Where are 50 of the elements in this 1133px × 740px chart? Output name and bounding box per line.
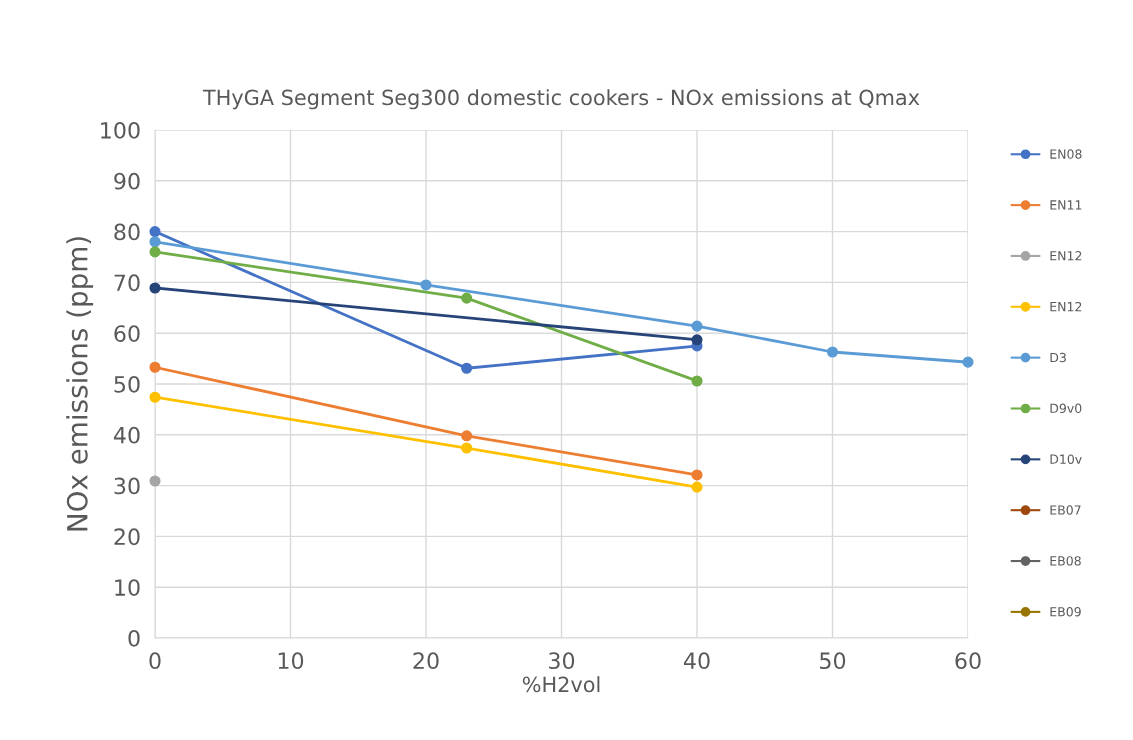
legend-label: D9v0: [1050, 403, 1082, 414]
legend-label: D10v: [1050, 454, 1082, 464]
x-tick-label: 20: [413, 652, 439, 670]
y-axis-title: NOx emissions (ppm): [66, 237, 94, 531]
y-tick-label: 0: [128, 629, 140, 647]
y-tick-label: 40: [113, 426, 140, 444]
point: [691, 375, 703, 387]
point: [461, 442, 473, 454]
y-tick-label: 10: [115, 579, 140, 596]
y-tick-label: 60: [114, 325, 140, 342]
y-tick-label: 70: [114, 274, 140, 292]
legend-label: D3: [1050, 352, 1066, 363]
y-tick-label: 30: [114, 477, 140, 495]
chart-title: THyGA Segment Seg300 domestic cookers - NOx emissions at Qmax: [202, 89, 920, 110]
point: [149, 282, 161, 294]
point: [461, 292, 473, 304]
point: [149, 226, 161, 238]
point: [461, 362, 473, 374]
point: [420, 279, 432, 291]
legend-label: EN12: [1050, 301, 1082, 312]
point: [149, 246, 161, 258]
y-tick-label: 90: [114, 172, 140, 190]
x-tick-label: 40: [683, 652, 710, 670]
x-tick-label: 30: [549, 652, 575, 670]
y-tick-label: 80: [114, 223, 140, 241]
x-axis-title: %H2vol: [522, 676, 600, 693]
point: [826, 346, 839, 358]
point: [149, 236, 161, 248]
x-tick-label: 50: [820, 652, 846, 670]
legend-label: EN12: [1050, 251, 1082, 261]
legend-label: EB08: [1050, 556, 1081, 566]
legend-label: EB07: [1050, 505, 1081, 515]
y-tick-label: 50: [114, 375, 140, 393]
x-tick-label: 10: [278, 652, 304, 670]
y-tick-label: 20: [114, 528, 140, 546]
legend-label: EN11: [1050, 200, 1082, 210]
point: [691, 481, 703, 493]
x-tick-label: 60: [955, 652, 981, 670]
point: [691, 320, 703, 332]
point: [149, 361, 161, 373]
point: [691, 334, 703, 346]
point: [962, 356, 974, 368]
point: [461, 430, 473, 442]
point: [149, 391, 161, 403]
y-tick-label: 100: [101, 121, 140, 139]
point: [691, 469, 703, 481]
legend-label: EB09: [1050, 606, 1081, 617]
point: [149, 475, 161, 487]
x-tick-label: 0: [149, 652, 161, 670]
legend-label: EN08: [1050, 149, 1082, 159]
